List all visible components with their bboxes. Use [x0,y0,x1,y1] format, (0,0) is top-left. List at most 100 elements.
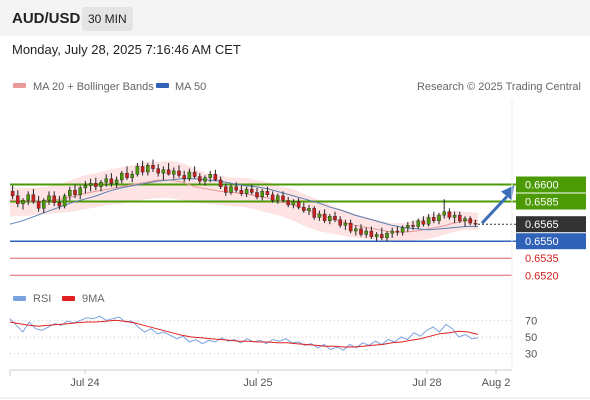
candle-body [416,220,420,227]
candle-body [151,165,155,169]
rsi-tick-label: 30 [525,349,537,361]
candle-body [432,217,436,222]
candle-body [395,230,400,233]
candle-body [73,189,77,195]
candle-body [317,213,322,218]
support-label: 0.6520 [525,270,559,282]
candle-body [156,168,160,174]
timeframe-button[interactable]: 30 MIN [82,7,133,31]
candle-body [234,186,238,191]
candle-body [442,211,446,216]
candle-body [177,170,181,176]
rsi-lines [9,315,479,351]
candle-body [104,178,108,183]
current-price-label: 0.6565 [525,219,559,231]
candle-body [239,189,244,194]
candle-body [166,169,171,175]
legend-swatch-rsi [13,296,26,301]
candle-body [260,191,264,198]
candle-body [208,174,212,178]
candle-body [458,214,462,222]
candle-body [369,230,374,237]
candle-body [229,186,233,193]
candle-body [354,228,358,232]
candle-body [224,186,228,193]
candle-body [364,230,368,235]
candle-body [52,195,56,203]
candle-body [31,194,36,202]
legend-swatch-ma20 [13,83,26,88]
candle-body [255,192,259,198]
support-label: 0.6535 [525,253,559,265]
credit-text: Research © 2025 Trading Central [417,81,581,93]
time-tick-label: Jul 24 [70,377,99,389]
candle-body [312,208,316,218]
candle-body [68,189,72,197]
candle-body [130,174,134,178]
resistance-label: 0.6600 [525,180,559,192]
time-tick-label: Jul 28 [412,377,441,389]
moving-averages [9,178,478,233]
candle-body [400,227,405,233]
candle-body [120,172,124,181]
candle-body [452,214,457,218]
pivot-label: 0.6550 [525,236,559,248]
candle-body [390,230,394,234]
pivot-badge [516,233,586,250]
legend-ma20-label: MA 20 + Bollinger Bands [33,81,154,93]
candle-body [338,219,342,226]
candle-body [88,183,93,186]
candle-body [343,222,348,226]
candle-body [203,177,207,182]
candle-body [385,233,389,239]
legend-9ma-label: 9MA [82,293,105,305]
header-bar: AUD/USD 30 MIN [0,0,590,36]
ma20-line [10,179,478,233]
current-price-badge [516,216,586,233]
candle-body [57,202,62,207]
candle-body [109,178,114,184]
ma50-line [9,178,478,231]
candle-body [250,188,254,193]
legend-swatch-ma50 [156,83,169,88]
rsi-9ma-line [9,319,479,348]
candle-body [473,222,478,225]
legend-rsi-label: RSI [33,293,51,305]
candles [10,159,478,242]
candle-body [463,218,467,222]
rsi-tick-label: 70 [525,315,537,327]
candle-body [281,195,285,201]
candle-body [437,214,441,222]
candle-body [421,220,426,225]
candle-body [447,211,452,218]
candle-body [286,200,290,206]
candle-body [42,200,46,209]
candle-body [406,225,410,228]
candle-body [296,201,301,208]
candle-body [374,234,379,237]
time-tick-label: Jul 25 [243,377,272,389]
candle-body [114,179,119,184]
rsi-grid: 70 50 30 [10,315,537,361]
candle-body [302,206,306,211]
candle-body [47,195,51,201]
candle-body [161,169,166,174]
candle-body [62,195,67,207]
legend-swatch-9ma [62,296,75,301]
candle-body [140,166,145,173]
candle-body [213,174,218,181]
candle-body [146,165,150,173]
candle-body [291,201,296,206]
candle-body [276,195,280,201]
candle-body [99,182,103,187]
symbol-title: AUD/USD [12,10,81,27]
candle-body [348,222,353,232]
candle-body [244,188,249,194]
candle-body [328,216,332,222]
candle-body [218,179,223,187]
resistance-badge [516,193,586,210]
time-axis-ticks: Jul 24 Jul 25 Jul 28 Aug 2 [9,370,510,389]
candle-body [36,201,41,209]
candle-body [94,183,98,187]
candle-body [307,208,311,211]
